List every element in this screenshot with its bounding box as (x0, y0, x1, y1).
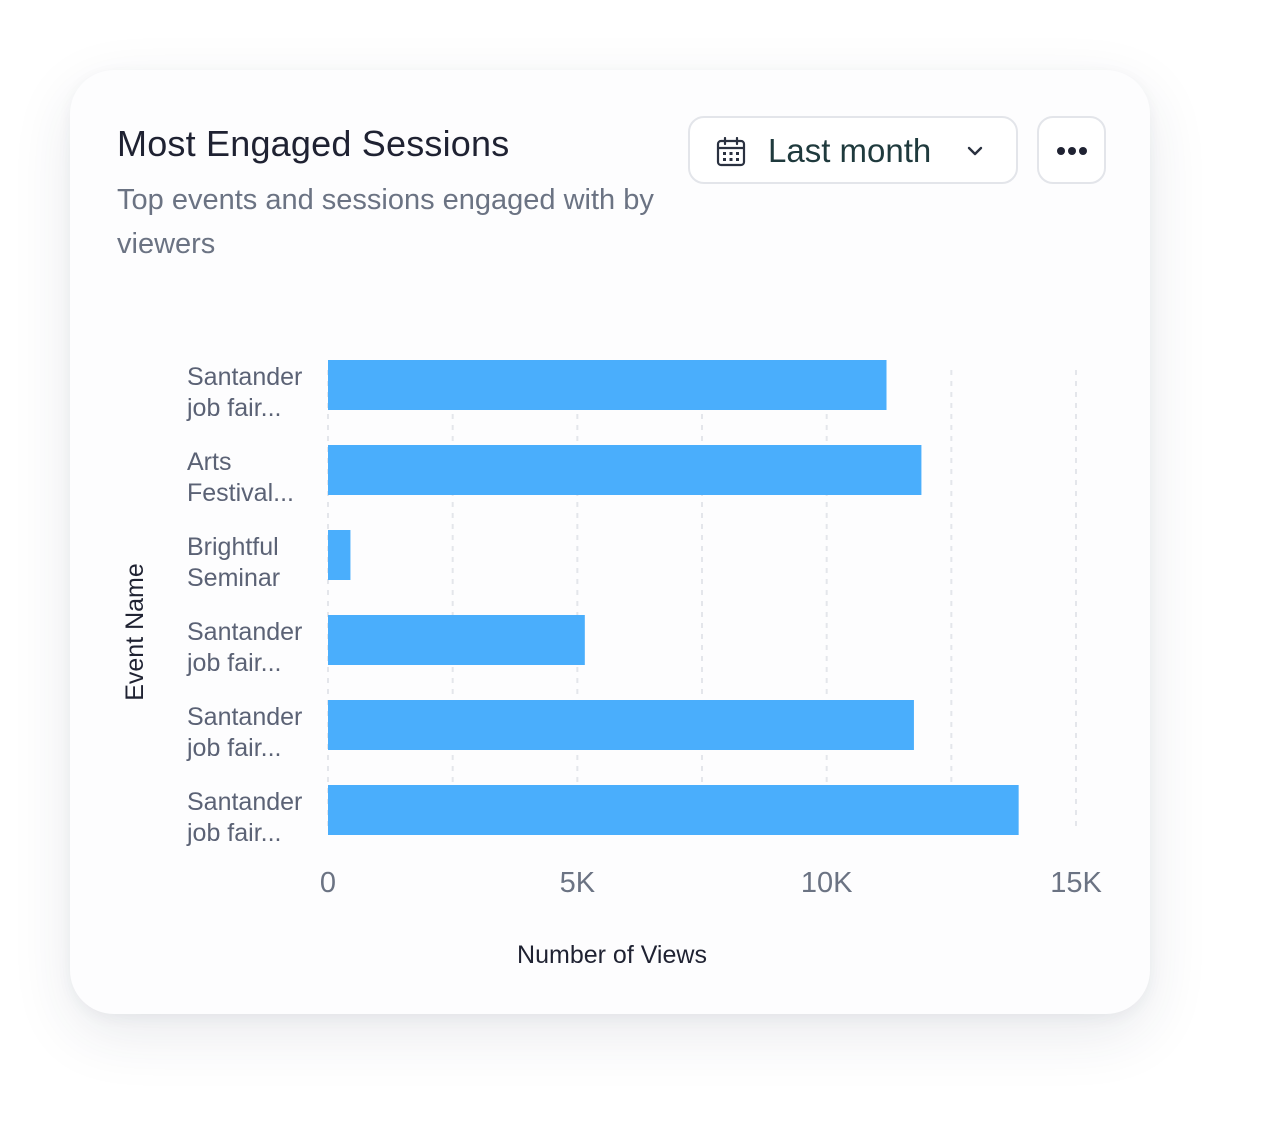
bars (328, 360, 1019, 835)
category-label-line: Santander (187, 363, 302, 391)
category-label-line: Santander (187, 618, 302, 646)
bar[interactable] (328, 615, 585, 665)
category-label-line: job fair... (186, 734, 282, 762)
category-label-line: job fair... (186, 394, 282, 422)
category-label: Arts Festival... (187, 448, 294, 507)
x-tick-label: 15K (1050, 867, 1102, 899)
bar[interactable] (328, 530, 351, 580)
bar[interactable] (328, 700, 914, 750)
y-axis-title: Event Name (121, 563, 149, 701)
category-label-line: Seminar (187, 564, 280, 592)
x-tick-label: 0 (320, 867, 336, 899)
card-subtitle: Top events and sessions engaged with by … (117, 184, 654, 260)
category-label: Santander job fair... (186, 703, 302, 762)
calendar-icon (716, 137, 746, 167)
category-label: Santander job fair... (186, 788, 302, 847)
x-axis-title: Number of Views (517, 941, 707, 969)
x-tick-label: 5K (560, 867, 596, 899)
category-label-line: job fair... (186, 649, 282, 677)
bar[interactable] (328, 785, 1019, 835)
category-label: Santander job fair... (186, 363, 302, 422)
category-label-line: Festival... (187, 479, 294, 507)
more-options-button[interactable] (1037, 116, 1106, 184)
category-label-line: Brightful (187, 533, 279, 561)
category-label-line: Arts (187, 448, 231, 476)
bar[interactable] (328, 360, 887, 410)
chevron-down-icon (967, 146, 983, 156)
category-label-line: Santander (187, 788, 302, 816)
date-range-label: Last month (768, 132, 932, 169)
category-label: Santander job fair... (186, 618, 302, 677)
card-title: Most Engaged Sessions (117, 123, 510, 164)
category-label-line: Santander (187, 703, 302, 731)
date-range-dropdown[interactable]: Last month (688, 116, 1018, 184)
x-tick-labels: 0 5K 10K 15K (320, 867, 1103, 899)
engagement-card: Most Engaged Sessions Top events and ses… (70, 70, 1150, 1014)
more-horizontal-icon (1057, 147, 1087, 155)
category-label: Brightful Seminar (187, 533, 280, 592)
grid-lines (327, 370, 1077, 832)
bar[interactable] (328, 445, 922, 495)
category-labels: Santander job fair... Arts Festival... Brigh… (186, 363, 302, 847)
category-label-line: job fair... (186, 819, 282, 847)
x-tick-label: 10K (801, 867, 853, 899)
